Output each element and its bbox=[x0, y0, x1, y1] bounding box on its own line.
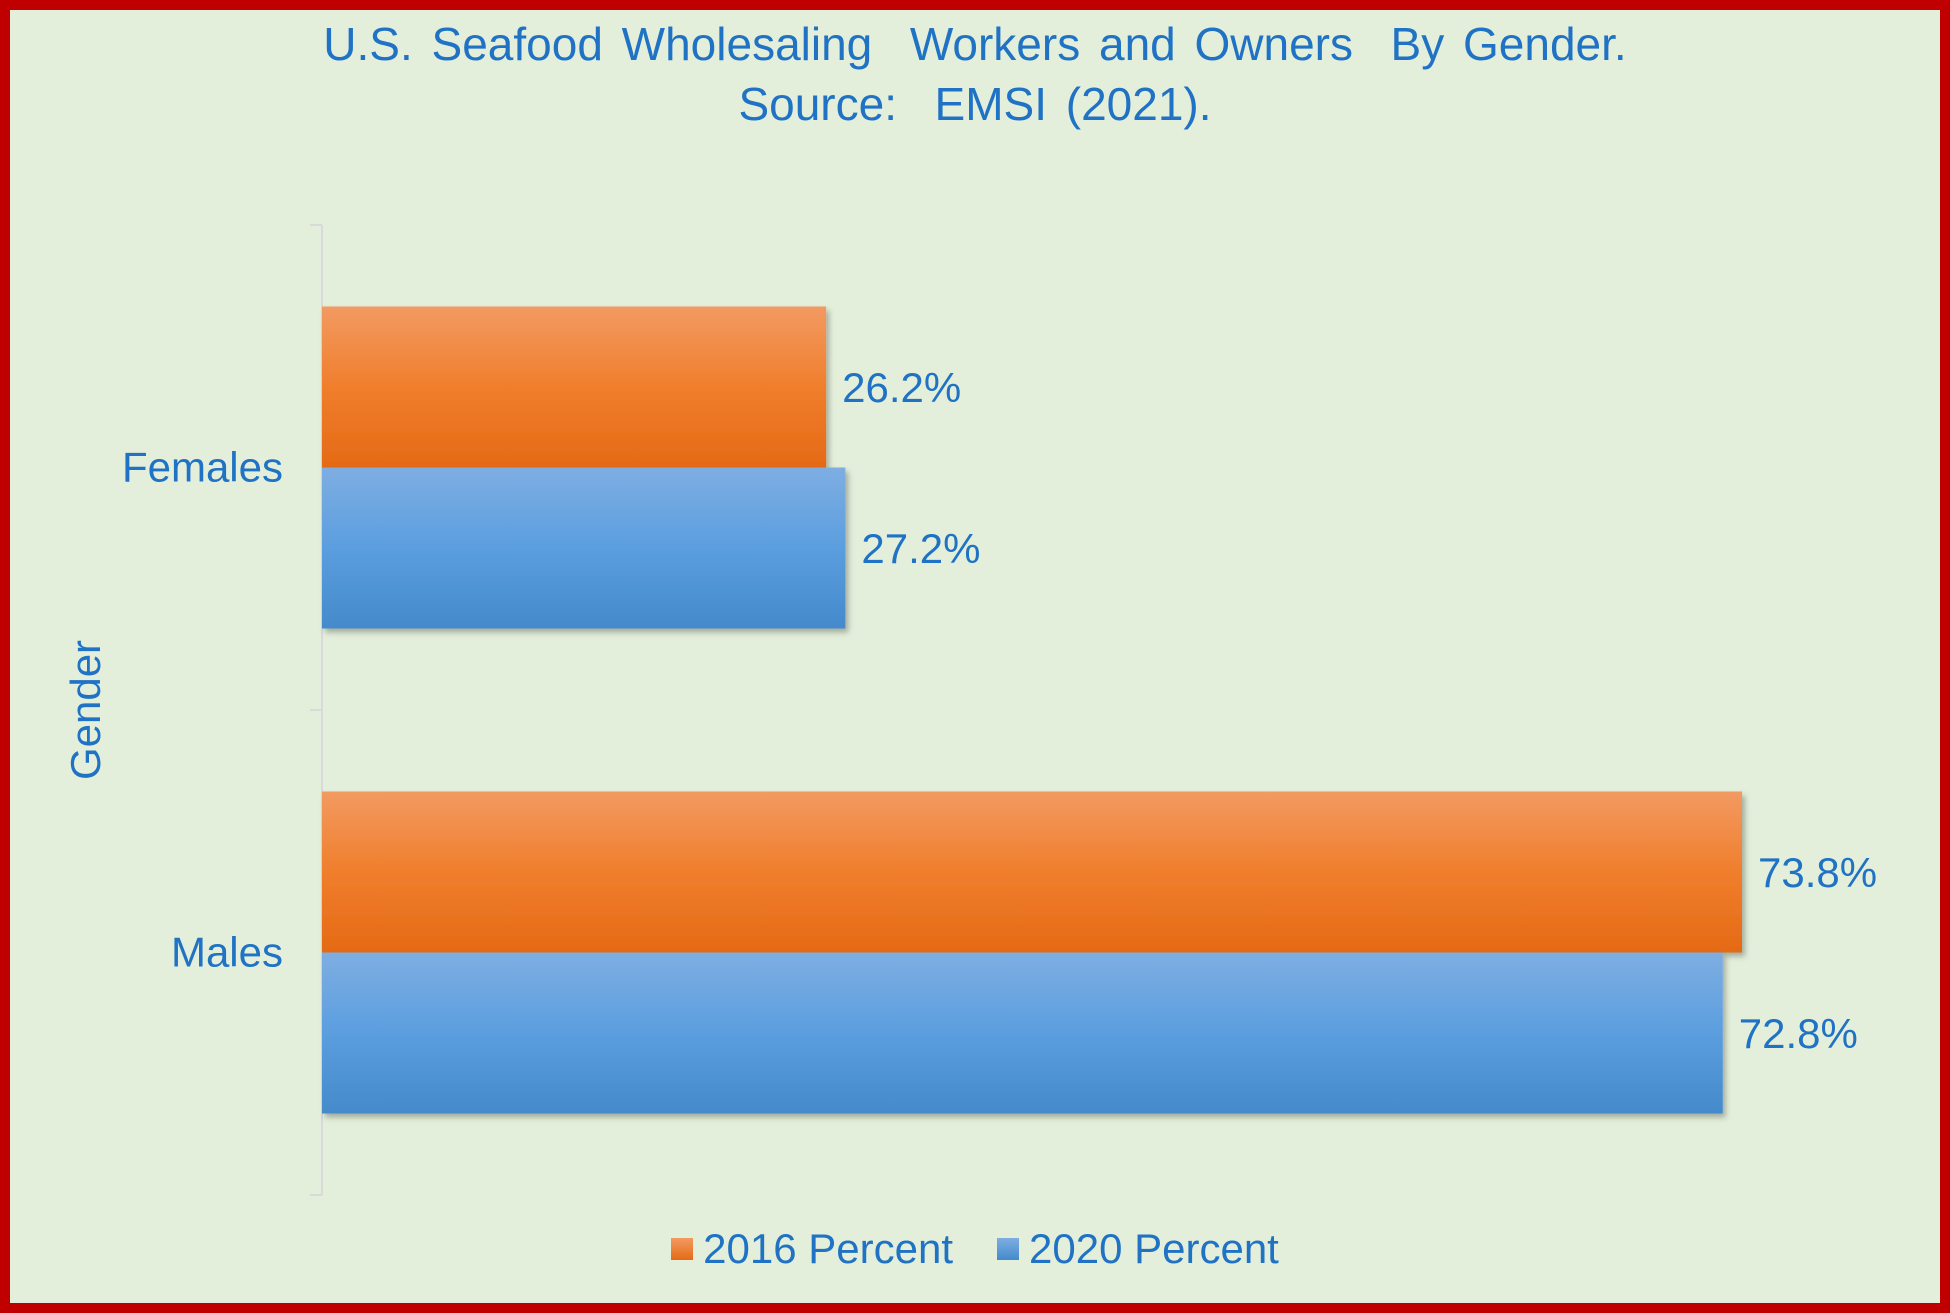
legend: 2016 Percent 2020 Percent bbox=[0, 1225, 1950, 1273]
chart-title-block: U.S. Seafood Wholesaling Workers and Own… bbox=[0, 14, 1950, 134]
legend-label-2016: 2016 Percent bbox=[703, 1225, 953, 1272]
legend-swatch-2020 bbox=[997, 1238, 1019, 1260]
y-axis-title: Gender bbox=[62, 640, 109, 780]
bar-males-2020 bbox=[322, 952, 1723, 1114]
chart-title: U.S. Seafood Wholesaling Workers and Own… bbox=[323, 18, 1627, 70]
bar-males-2016 bbox=[322, 791, 1742, 953]
bar-females-2016 bbox=[322, 306, 827, 468]
data-label-males-2016: 73.8% bbox=[1758, 849, 1877, 896]
bar-females-2020 bbox=[322, 467, 846, 629]
category-label-males: Males bbox=[171, 929, 283, 976]
category-label-females: Females bbox=[122, 444, 283, 491]
bar-layer bbox=[322, 306, 1742, 1114]
chart-subtitle: Source: EMSI (2021). bbox=[738, 78, 1212, 130]
axis-layer bbox=[310, 224, 323, 1196]
legend-item-2020: 2020 Percent bbox=[997, 1225, 1279, 1273]
text-layer: Gender Females 26.2% 27.2% Males 73.8% 72.8% bbox=[62, 364, 1877, 1057]
data-label-females-2020: 27.2% bbox=[861, 525, 980, 572]
legend-item-2016: 2016 Percent bbox=[671, 1225, 953, 1273]
legend-swatch-2016 bbox=[671, 1238, 694, 1260]
data-label-females-2016: 26.2% bbox=[842, 364, 961, 411]
legend-label-2020: 2020 Percent bbox=[1029, 1225, 1279, 1272]
data-label-males-2020: 72.8% bbox=[1739, 1010, 1858, 1057]
